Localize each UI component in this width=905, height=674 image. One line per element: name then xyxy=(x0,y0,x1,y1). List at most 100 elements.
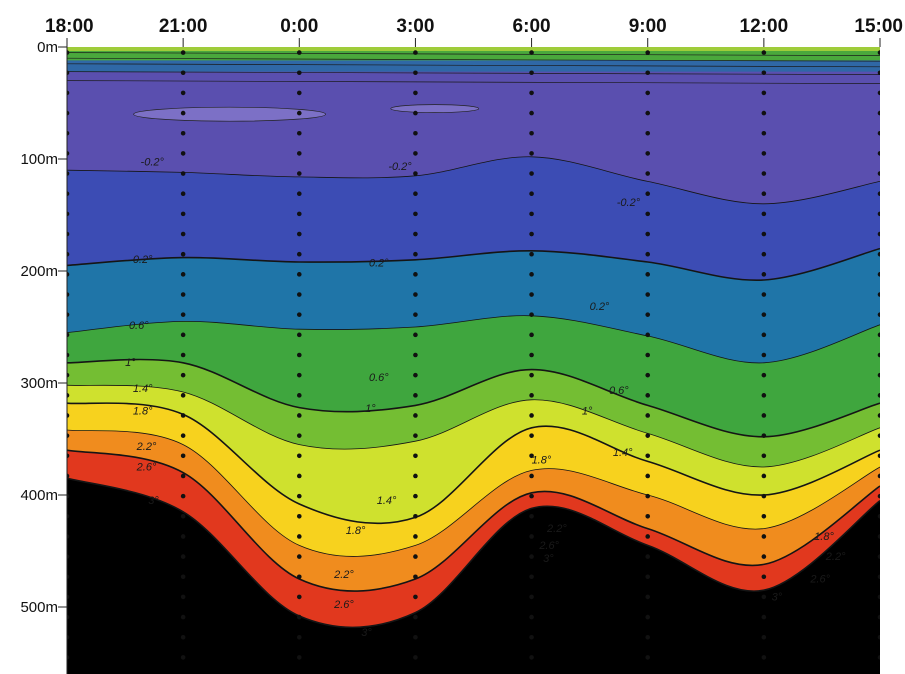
station-dot xyxy=(877,634,880,640)
station-dot xyxy=(180,574,186,580)
station-dot xyxy=(67,130,70,136)
station-dot xyxy=(413,151,418,156)
station-dot xyxy=(180,272,186,277)
station-dot xyxy=(645,554,651,559)
station-dot xyxy=(877,70,880,76)
station-dot xyxy=(529,493,534,499)
station-dot xyxy=(296,655,302,660)
x-tick-label: 3:00 xyxy=(396,16,434,37)
surface-isotherm xyxy=(67,71,880,75)
station-dot xyxy=(761,211,767,217)
station-dot xyxy=(296,171,302,176)
station-dot xyxy=(529,251,534,257)
axes: 18:00 21:00 0:00 3:00 6:00 9:00 12:00 15:00 0m 10… xyxy=(20,16,903,674)
station-dot xyxy=(296,594,302,600)
contour-label: 1.4° xyxy=(133,383,153,395)
station-dot xyxy=(67,655,70,660)
contour-label: 1.8° xyxy=(133,405,153,417)
station-dot xyxy=(67,70,70,76)
station-dot xyxy=(761,413,767,418)
station-dot xyxy=(529,594,534,600)
station-dot xyxy=(761,251,767,257)
station-dot xyxy=(529,130,534,136)
station-dot xyxy=(645,393,651,398)
station-dot xyxy=(413,393,418,398)
station-dot xyxy=(761,614,767,620)
station-dot xyxy=(413,130,418,136)
station-dot xyxy=(761,352,767,358)
isotherm-line xyxy=(67,315,880,364)
station-dot xyxy=(645,50,651,55)
contour-label: 0.2° xyxy=(590,301,610,313)
station-dot xyxy=(180,453,186,459)
station-dot xyxy=(877,372,880,378)
isotherm-line xyxy=(67,247,880,281)
station-dot xyxy=(761,191,767,197)
station-dot xyxy=(761,534,767,539)
station-dot xyxy=(761,493,767,499)
station-dot xyxy=(529,393,534,398)
station-dot xyxy=(296,574,302,580)
station-dot xyxy=(877,554,880,559)
station-dot xyxy=(67,614,70,620)
station-dot xyxy=(413,191,418,197)
station-dot xyxy=(413,493,418,499)
station-dot xyxy=(296,332,302,338)
cold-lens xyxy=(390,104,480,113)
station-dot xyxy=(413,90,418,96)
station-dot xyxy=(877,171,880,176)
station-dot xyxy=(413,614,418,620)
station-dot xyxy=(529,151,534,156)
contour-label: 1.8° xyxy=(532,455,552,467)
station-dot xyxy=(413,352,418,358)
station-dot xyxy=(180,130,186,136)
station-dot xyxy=(761,372,767,378)
station-dot xyxy=(296,372,302,378)
contour-label: 2.2° xyxy=(333,569,354,581)
station-dot xyxy=(413,594,418,600)
station-dot xyxy=(645,130,651,136)
station-dot xyxy=(296,90,302,96)
station-dot xyxy=(296,413,302,418)
station-dot xyxy=(529,433,534,438)
station-dot xyxy=(761,554,767,559)
station-dot xyxy=(877,110,880,116)
isotherm-line xyxy=(67,402,880,525)
station-dot xyxy=(529,211,534,217)
y-tick-label: 0m xyxy=(37,39,58,56)
station-dot xyxy=(296,130,302,136)
station-dot xyxy=(645,594,651,600)
station-dot xyxy=(180,151,186,156)
station-dot xyxy=(180,191,186,197)
station-dot xyxy=(67,574,70,580)
station-dot xyxy=(296,231,302,237)
surface-isotherm xyxy=(67,57,880,62)
station-dot xyxy=(180,393,186,398)
isotherm-line xyxy=(67,429,880,557)
station-dot xyxy=(877,352,880,358)
station-dot xyxy=(877,393,880,398)
station-dot xyxy=(413,50,418,55)
station-dot xyxy=(180,251,186,257)
station-dot xyxy=(67,251,70,257)
station-dot xyxy=(761,574,767,580)
station-dot xyxy=(645,90,651,96)
station-dot xyxy=(877,493,880,499)
station-dot xyxy=(180,171,186,176)
y-tick-label: 400m xyxy=(20,487,58,504)
station-dot xyxy=(529,473,534,479)
station-dot xyxy=(761,453,767,459)
station-dot xyxy=(645,634,651,640)
station-dot xyxy=(761,70,767,76)
station-dot xyxy=(877,50,880,55)
x-tick-label: 6:00 xyxy=(513,16,551,37)
station-dot xyxy=(413,171,418,176)
contour-labels: -0.2° -0.2° -0.2° 0.2° 0.2° 0.2° 0.6° 0.6° 0.6° 1… xyxy=(125,157,846,639)
station-dot xyxy=(645,231,651,237)
station-dot xyxy=(67,211,70,217)
station-dot xyxy=(67,110,70,116)
station-dot xyxy=(67,413,70,418)
station-dot xyxy=(761,433,767,438)
contour-fills xyxy=(67,47,880,674)
